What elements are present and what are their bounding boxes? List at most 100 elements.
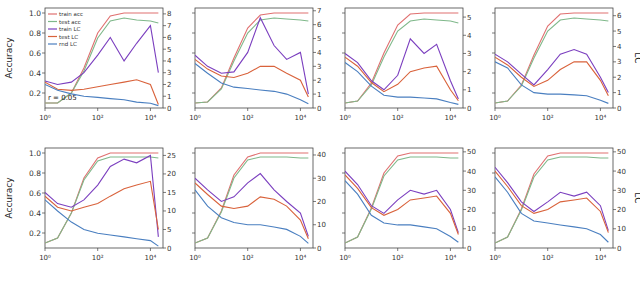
plot-lines xyxy=(195,13,308,104)
series-line xyxy=(495,57,608,95)
y2-tick xyxy=(313,94,316,95)
series-line xyxy=(345,175,458,235)
series-line xyxy=(495,153,608,243)
y2-tick-label: 6 xyxy=(317,21,322,29)
series-line xyxy=(345,153,458,243)
series-line xyxy=(195,64,308,104)
y-tick-label: 0.8 xyxy=(29,169,41,178)
plot-frame xyxy=(45,8,163,108)
series-line xyxy=(45,26,158,85)
x-tick-label: 10² xyxy=(542,254,554,262)
x-tick-label: 10² xyxy=(242,254,254,262)
y2-tick-label: 1 xyxy=(317,91,321,99)
y-tick xyxy=(42,173,45,174)
x-tick-label: 10² xyxy=(242,114,254,122)
y2-tick-label: 3 xyxy=(617,58,621,66)
y-tick xyxy=(192,213,195,214)
series-line xyxy=(195,157,308,243)
y-tick xyxy=(42,213,45,214)
x-tick xyxy=(547,108,548,111)
x-tick-label: 10⁴ xyxy=(445,114,457,122)
y2-tick xyxy=(163,173,166,174)
y-tick xyxy=(492,53,495,54)
y2-tick-label: 15 xyxy=(167,189,176,197)
y2-tick xyxy=(313,224,316,225)
y-tick xyxy=(492,33,495,34)
y2-tick xyxy=(613,228,616,229)
x-tick xyxy=(450,108,451,111)
x-tick xyxy=(397,108,398,111)
y2-tick xyxy=(313,38,316,39)
series-line xyxy=(345,19,458,103)
y-tick xyxy=(342,13,345,14)
y-tick xyxy=(192,153,195,154)
series-line xyxy=(495,177,608,242)
y2-tick-label: 10 xyxy=(617,225,626,233)
x-tick-label: 10⁰ xyxy=(489,114,501,122)
y2-tick xyxy=(163,37,166,38)
y-tick xyxy=(42,33,45,34)
y-tick xyxy=(42,193,45,194)
y2-tick-label: 3 xyxy=(167,69,171,77)
plot-lines xyxy=(495,13,608,103)
y2-tick-label: 0 xyxy=(467,245,471,253)
y2-tick xyxy=(163,72,166,73)
y2-tick-label: 5 xyxy=(167,226,171,234)
y2-tick-label: 4 xyxy=(617,43,622,51)
y2-tick-label: 10 xyxy=(317,221,326,229)
series-line xyxy=(495,13,608,103)
series-line xyxy=(45,18,158,103)
y-tick xyxy=(42,13,45,14)
y2-tick xyxy=(463,228,466,229)
y-tick xyxy=(342,233,345,234)
x-tick xyxy=(450,248,451,251)
y2-tick-label: 20 xyxy=(467,206,476,214)
x-tick-label: 10⁰ xyxy=(189,254,201,262)
y2-tick xyxy=(613,15,616,16)
y2-tick-label: 4 xyxy=(317,49,322,57)
x-tick-label: 10⁴ xyxy=(595,254,607,262)
y-tick-label: 0.4 xyxy=(29,209,41,218)
x-tick-label: 10⁰ xyxy=(339,114,351,122)
y2-tick-label: 30 xyxy=(617,187,626,195)
y-tick xyxy=(342,213,345,214)
y2-tick-label: 30 xyxy=(467,187,476,195)
legend: train acctest acctrain LCtest LCrnd LC xyxy=(48,11,83,47)
y2-tick xyxy=(613,171,616,172)
y2-tick-label: 6 xyxy=(617,12,622,20)
x-tick-label: 10⁴ xyxy=(295,114,307,122)
series-line xyxy=(195,18,308,94)
series-line xyxy=(195,153,308,243)
plot-lines xyxy=(345,13,458,104)
x-tick xyxy=(97,108,98,111)
x-tick-label: 10⁰ xyxy=(339,254,351,262)
x-tick xyxy=(97,248,98,251)
y-tick xyxy=(42,73,45,74)
y2-tick xyxy=(613,77,616,78)
y2-tick xyxy=(463,108,466,109)
series-line xyxy=(45,153,158,243)
y2-tick-label: 10 xyxy=(467,225,476,233)
y2-tick-label: 2 xyxy=(317,77,321,85)
y-tick xyxy=(342,153,345,154)
y-tick xyxy=(492,73,495,74)
y2-tick-label: 2 xyxy=(467,68,471,76)
y2-tick xyxy=(163,13,166,14)
y2-tick xyxy=(463,171,466,172)
y2-tick-label: 5 xyxy=(317,35,321,43)
x-tick xyxy=(547,248,548,251)
y2-tick xyxy=(313,154,316,155)
x-tick-label: 10⁴ xyxy=(145,114,157,122)
series-line xyxy=(195,59,308,97)
y-tick xyxy=(342,73,345,74)
y-tick xyxy=(192,233,195,234)
plot-frame xyxy=(495,148,613,248)
legend-label: train acc xyxy=(59,11,83,17)
y2-tick xyxy=(463,151,466,152)
y2-tick xyxy=(463,89,466,90)
y2-tick xyxy=(163,155,166,156)
legend-swatch xyxy=(48,21,57,22)
x-tick xyxy=(300,108,301,111)
y2-tick-label: 2 xyxy=(617,74,621,82)
y2-tick xyxy=(613,92,616,93)
